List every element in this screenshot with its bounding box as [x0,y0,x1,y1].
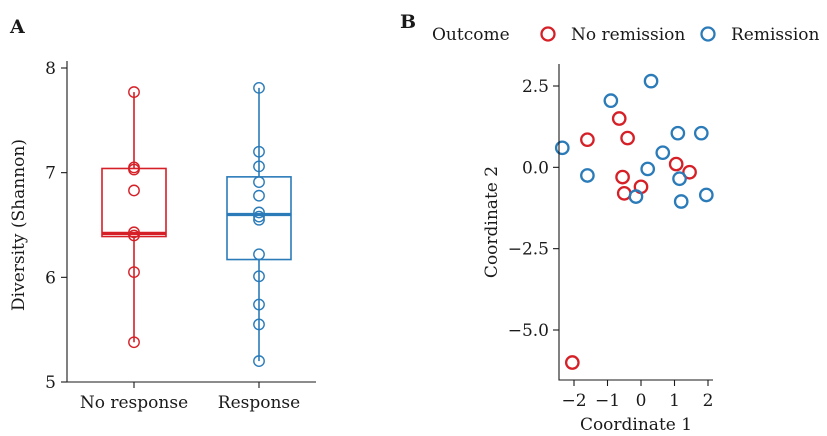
panel-a-y-ticks: 5 6 7 8 [45,59,67,393]
data-point [253,318,265,331]
data-point [253,270,265,283]
scatter-point [603,93,619,108]
y-tick-label: 7 [45,164,56,184]
legend-title: Outcome [432,25,510,45]
data-point [253,189,265,202]
scatter-point [628,189,644,204]
panel-b-axes [558,64,713,381]
panel-a-y-axis-title: Diversity (Shannon) [9,139,29,311]
panel-label-a: A [9,16,25,38]
scatter-point [698,187,714,203]
data-point [128,336,140,349]
data-point [128,163,140,176]
data-point [253,160,265,173]
scatter-point [670,125,686,141]
legend-label-remission: Remission [731,25,820,45]
scatter-point [655,145,671,161]
y-tick-label: 8 [45,59,56,79]
scatter-point [672,171,687,187]
legend-marker-no-remission [540,26,556,42]
x-tick-label: 0 [636,391,647,411]
scatter-point [673,194,689,209]
panel-b-points [554,73,714,370]
data-point [128,226,140,239]
panel-b-x-ticks: −2 −1 0 1 2 [561,380,713,411]
data-point [253,298,265,311]
x-tick-label: 2 [703,391,714,411]
data-point [128,184,140,197]
y-tick-label: −5.0 [508,321,549,341]
scatter-point [615,169,630,185]
box [101,167,167,238]
y-tick-label: 2.5 [522,77,549,97]
data-point [253,81,265,94]
scatter-point [580,168,595,183]
data-point [253,206,265,219]
data-point [253,145,265,158]
scatter-point [554,140,570,156]
data-point [128,86,140,98]
y-tick-label: 6 [45,268,56,288]
scatter-point [616,186,632,201]
scatter-point [640,161,656,177]
data-point [128,229,140,242]
legend-label-no-remission: No remission [571,25,685,45]
legend: Outcome No remission Remission [432,25,820,45]
legend-marker-remission [700,26,716,42]
panel-b: B Outcome No remission Remission 2.5 0.0 −… [400,11,820,435]
y-tick-label: −2.5 [508,240,549,260]
data-point [253,355,265,367]
data-point [253,176,265,188]
panel-a-axes [66,61,316,383]
scatter-point [668,156,684,172]
x-tick-label: Response [218,393,300,413]
panel-b-x-axis-title: Coordinate 1 [580,415,692,435]
scatter-point [580,132,595,148]
scatter-point [611,111,627,126]
x-tick-label: 1 [669,391,680,411]
x-tick-label: −2 [561,391,586,411]
x-tick-label: −1 [595,391,620,411]
panel-label-b: B [400,11,416,33]
data-point [128,266,140,278]
data-point [253,213,265,226]
data-point [253,248,265,261]
x-tick-label: No response [80,393,188,413]
panel-b-y-ticks: 2.5 0.0 −2.5 −5.0 [508,77,559,341]
panel-b-y-axis-title: Coordinate 2 [482,166,502,278]
y-tick-label: 0.0 [522,158,549,178]
scatter-point [682,164,697,180]
y-tick-label: 5 [45,373,56,393]
scatter-point [564,355,580,370]
data-point [253,210,265,223]
scatter-point [693,125,709,141]
panel-a-x-ticks: No response Response [80,382,300,413]
panel-a: A 5 6 7 8 No response Response Diversity (Sh… [9,16,316,413]
scatter-point [643,73,659,89]
scatter-point [620,130,635,146]
panel-a-points [128,81,265,367]
